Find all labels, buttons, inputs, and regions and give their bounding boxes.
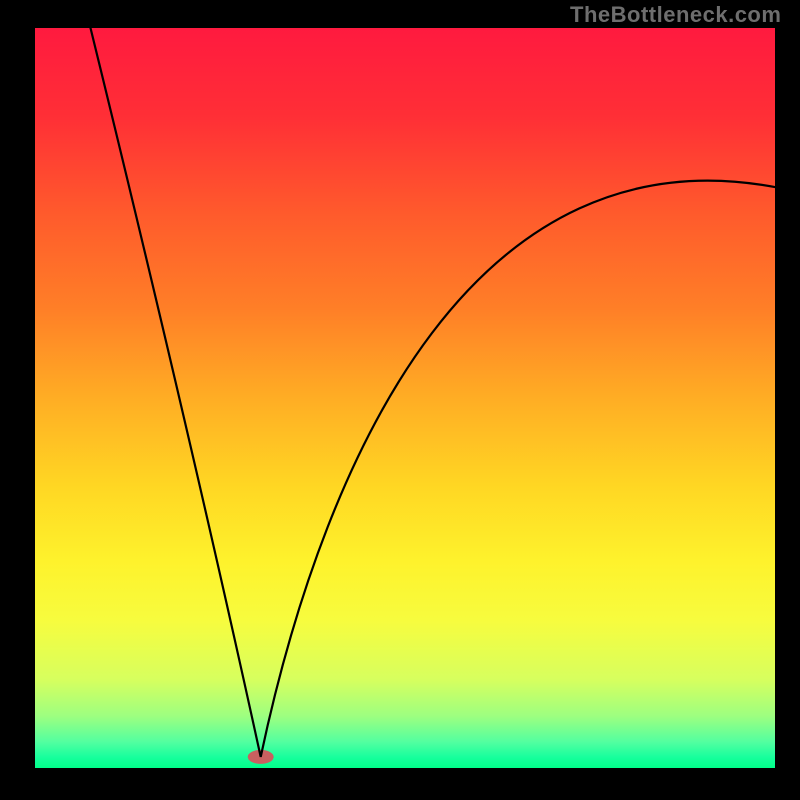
plot-area	[35, 28, 775, 768]
bottleneck-curve	[91, 28, 776, 757]
chart-container	[0, 0, 800, 800]
watermark-label: TheBottleneck.com	[570, 2, 781, 28]
curve-layer	[35, 28, 775, 768]
